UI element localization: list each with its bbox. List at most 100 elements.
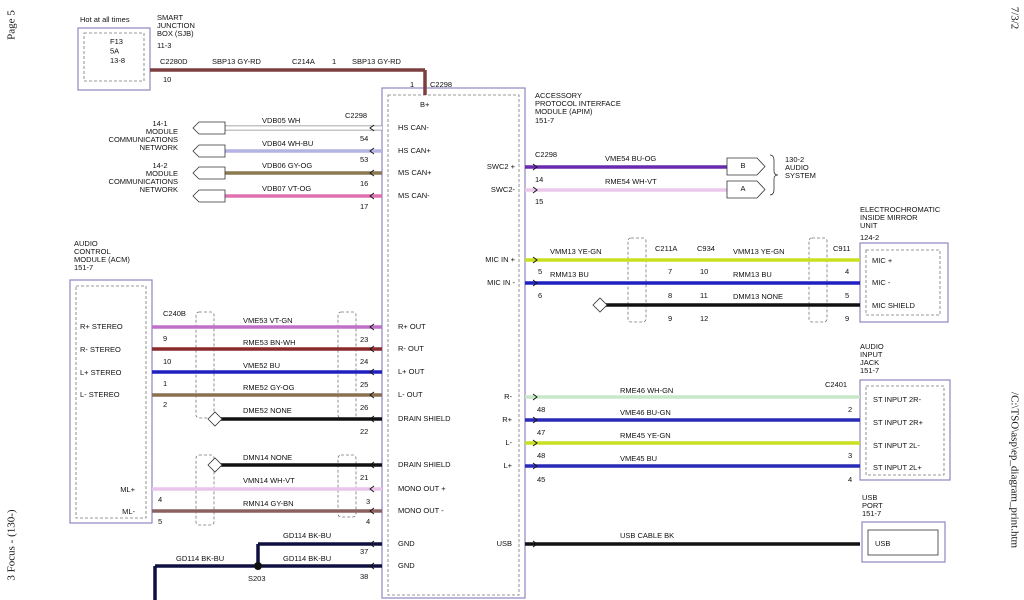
label: 22	[360, 427, 368, 436]
pin-arrow	[369, 147, 375, 155]
label: RME45 YE-GN	[620, 431, 671, 440]
connector	[726, 180, 766, 199]
label: 12	[700, 314, 708, 323]
label: C214A	[292, 57, 315, 66]
label: RME54 WH-VT	[605, 177, 657, 186]
label: 37	[360, 547, 368, 556]
label: DME52 NONE	[243, 406, 292, 415]
pin-arrow	[369, 507, 375, 515]
sjb-box	[77, 27, 151, 91]
label: R-	[504, 392, 512, 401]
connector	[192, 121, 226, 135]
usb-inner	[867, 529, 939, 556]
label: 10	[700, 267, 708, 276]
label: A	[740, 184, 745, 193]
label: MONO OUT +	[398, 484, 446, 493]
label: MODULE (APIM)	[535, 107, 593, 116]
label: AUDIO	[785, 163, 809, 172]
label: 9	[668, 314, 672, 323]
label: MIC -	[872, 278, 891, 287]
label: 7/3/2	[1008, 7, 1020, 30]
label: HS CAN-	[398, 123, 429, 132]
label: SYSTEM	[785, 171, 816, 180]
label: 13-8	[110, 56, 125, 65]
label: 5	[158, 517, 162, 526]
label: MODULE	[146, 127, 178, 136]
label: 10	[163, 75, 171, 84]
label: USB	[862, 493, 877, 502]
pin-arrow	[532, 393, 538, 401]
label: L- OUT	[398, 390, 423, 399]
label: 4	[848, 475, 852, 484]
pin-arrow	[369, 192, 375, 200]
label: 3	[848, 451, 852, 460]
label: 130-2	[785, 155, 804, 164]
pin-arrow	[369, 415, 375, 423]
label: Hot at all times	[80, 15, 130, 24]
label: 151-7	[860, 366, 879, 375]
label: VMN14 WH-VT	[243, 476, 295, 485]
label: ST INPUT 2L+	[873, 463, 922, 472]
label: DMN14 NONE	[243, 453, 292, 462]
label: L+	[503, 461, 512, 470]
label: 16	[360, 179, 368, 188]
label: L+ OUT	[398, 367, 425, 376]
label: C211A	[655, 244, 677, 253]
label: 53	[360, 155, 368, 164]
acm-inner	[75, 285, 147, 519]
label: MONO OUT -	[398, 506, 444, 515]
label: COMMUNICATIONS	[109, 135, 178, 144]
label: INSIDE MIRROR	[860, 213, 918, 222]
pin-arrow	[369, 540, 375, 548]
label: VDB04 WH-BU	[262, 139, 313, 148]
label: GND	[398, 561, 415, 570]
label: 1	[332, 57, 336, 66]
label: DRAIN SHIELD	[398, 460, 451, 469]
mirror-inner	[865, 249, 941, 316]
label: SMART	[157, 13, 184, 22]
label: 8	[668, 291, 672, 300]
label: 6	[538, 291, 542, 300]
label: VME45 BU	[620, 454, 657, 463]
label: DMM13 NONE	[733, 292, 783, 301]
label: ELECTROCHROMATIC	[860, 205, 941, 214]
label: AUDIO	[860, 342, 884, 351]
label: VDB07 VT-OG	[262, 184, 311, 193]
connector	[726, 157, 766, 176]
pin-arrow	[532, 540, 538, 548]
label: VMM13 YE-GN	[550, 247, 602, 256]
pin-arrow	[369, 562, 375, 570]
label: 23	[360, 335, 368, 344]
label: JACK	[860, 358, 879, 367]
label: 17	[360, 202, 368, 211]
label: SWC2-	[491, 185, 516, 194]
label: GD114 BK-BU	[176, 554, 224, 563]
label: 10	[163, 357, 171, 366]
label: RMM13 BU	[550, 270, 589, 279]
label: 1	[163, 379, 167, 388]
pin-arrow	[369, 368, 375, 376]
label: 11	[700, 291, 708, 300]
label: AUDIO	[74, 239, 98, 248]
label: VME54 BU-OG	[605, 154, 656, 163]
label: 4	[366, 517, 370, 526]
label: 2	[848, 405, 852, 414]
label: RME53 BN-WH	[243, 338, 296, 347]
label: MS CAN+	[398, 168, 432, 177]
label: 3	[366, 497, 370, 506]
label: 24	[360, 357, 368, 366]
splice-dot	[254, 562, 262, 570]
pin-arrow	[532, 462, 538, 470]
label: MIC IN +	[485, 255, 515, 264]
twist-marker	[195, 311, 215, 419]
apim-inner	[387, 94, 520, 596]
label: CONTROL	[74, 247, 111, 256]
label: VDB05 WH	[262, 116, 300, 125]
connector	[207, 457, 223, 473]
label: VDB06 GY-OG	[262, 161, 312, 170]
pin-arrow	[369, 391, 375, 399]
label: HS CAN+	[398, 146, 431, 155]
label: R+ STEREO	[80, 322, 123, 331]
label: 5	[538, 267, 542, 276]
sjb-inner	[83, 32, 145, 82]
